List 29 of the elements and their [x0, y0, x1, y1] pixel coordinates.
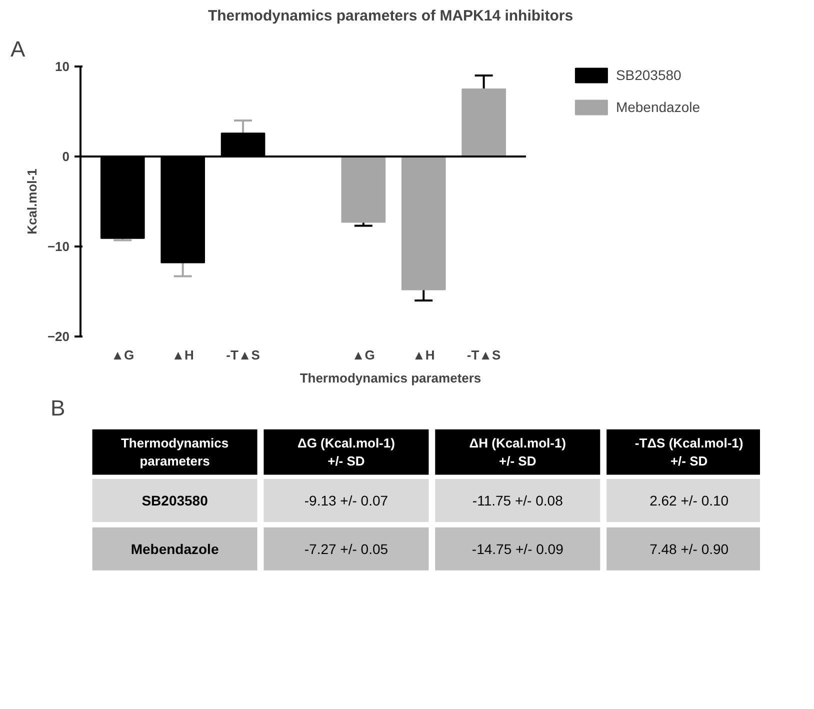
text: -7.27 +/- 0.05: [304, 540, 388, 557]
text: B: [50, 396, 66, 420]
x-tick-label: ▲G: [111, 348, 134, 362]
chart-title: Thermodynamics parameters of MAPK14 inhibitors: [208, 8, 574, 24]
y-tick-label: −10: [47, 239, 70, 254]
x-tick-label: -T▲S: [466, 348, 502, 362]
text: -11.75 +/- 0.08: [472, 492, 564, 508]
y-axis-title: Kcal.mol-1: [24, 168, 40, 234]
x-axis-title: Thermodynamics parameters: [300, 370, 482, 386]
text: -14.75 +/- 0.09: [472, 540, 564, 557]
y-tick-label: 10: [55, 59, 70, 74]
legend-label: SB203580: [616, 67, 682, 83]
text: Thermodynamics parameters: [120, 436, 229, 469]
x-tick-label: ▲H: [412, 348, 435, 362]
text: Mebendazole: [130, 540, 219, 557]
x-tick-label: ▲G: [352, 348, 375, 362]
text: -TΔS (Kcal.mol-1) +/- SD: [634, 436, 744, 469]
text: -9.13 +/- 0.07: [304, 492, 388, 508]
y-tick-label: 0: [62, 149, 70, 164]
x-tick-label: ▲H: [172, 348, 194, 362]
text: A: [10, 36, 26, 62]
y-tick-label: −20: [47, 329, 70, 344]
legend-label: Mebendazole: [616, 99, 700, 115]
text: ΔG (Kcal.mol-1) +/- SD: [297, 436, 395, 469]
text: 7.48 +/- 0.90: [650, 540, 729, 557]
text: ΔH (Kcal.mol-1) +/- SD: [469, 436, 566, 469]
x-tick-label: -T▲S: [226, 348, 260, 362]
text: 2.62 +/- 0.10: [650, 492, 729, 508]
text: SB203580: [142, 492, 208, 508]
